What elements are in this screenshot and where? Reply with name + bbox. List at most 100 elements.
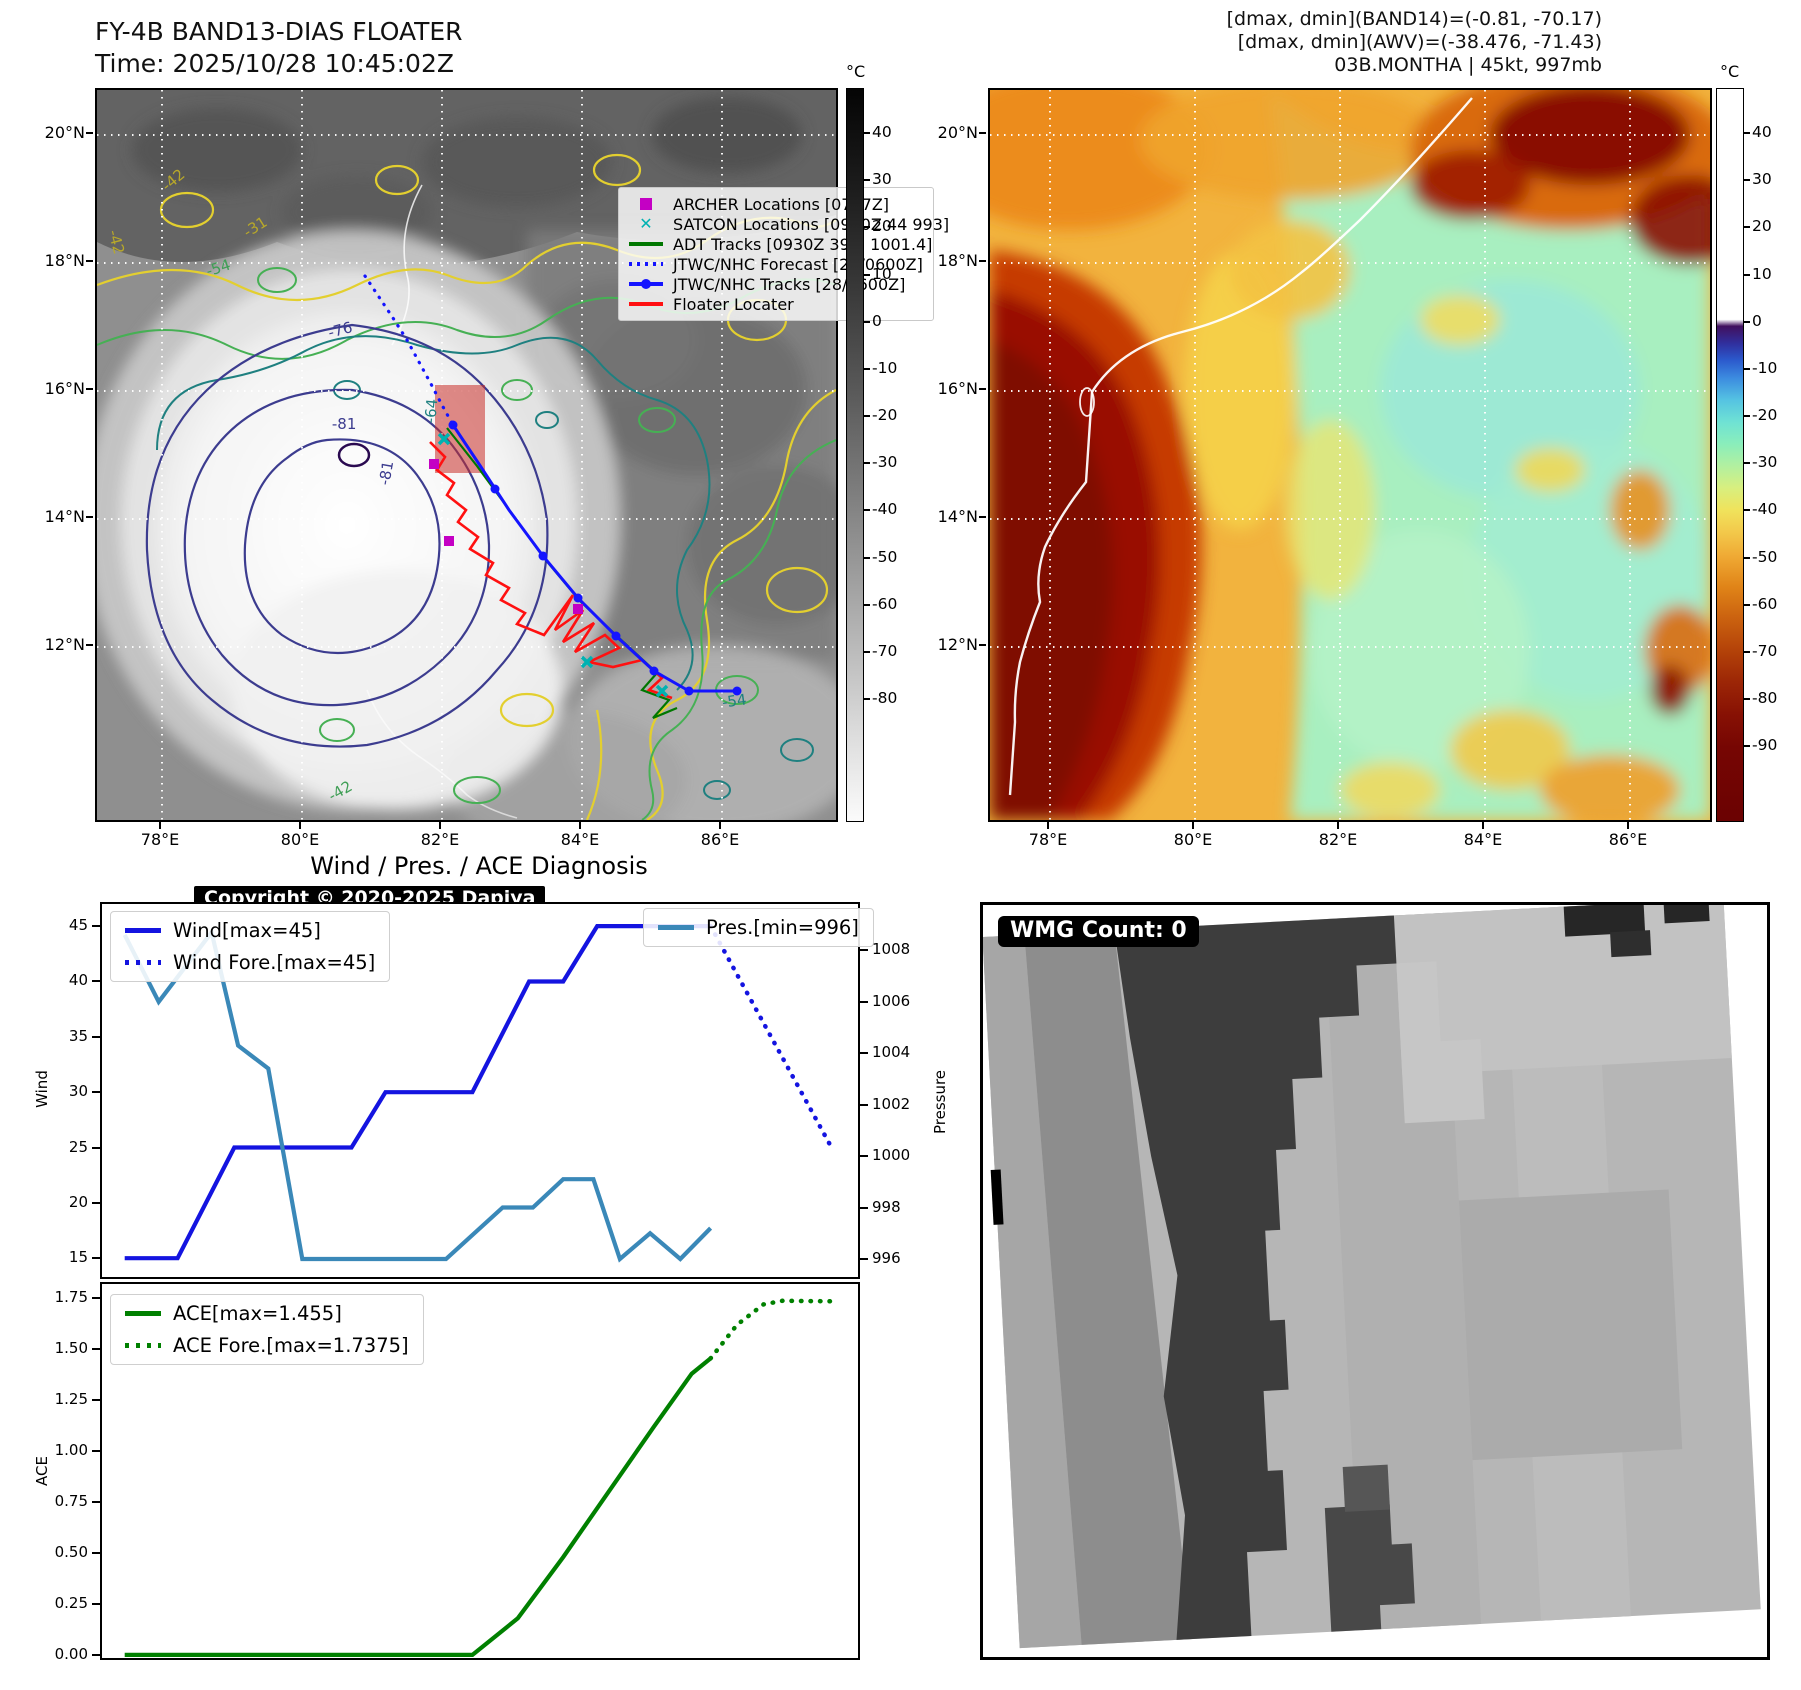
chart-y-tick: 40: [68, 971, 88, 990]
map-y-tickmark: [86, 516, 93, 518]
map-x-tickmark: [439, 822, 441, 829]
colorbar-tickmark: [1744, 650, 1750, 653]
awv-colorbar-unit: °C: [1720, 62, 1740, 81]
map-x-tickmark: [1337, 822, 1339, 829]
colorbar-tick: -10: [1752, 358, 1778, 377]
chart-y-tickmark-right: [860, 1257, 868, 1260]
map-y-tickmark: [979, 644, 986, 646]
chart-y-tick: 35: [68, 1026, 88, 1045]
pressure-legend: Pres.[min=996]: [643, 908, 874, 947]
map-y-tick: 18°N: [44, 251, 85, 270]
colorbar-tickmark: [864, 462, 870, 465]
awv-title-line2: [dmax, dmin](AWV)=(-38.476, -71.43): [1237, 31, 1602, 53]
map-y-tickmark: [86, 260, 93, 262]
map-x-tickmark: [1627, 822, 1629, 829]
colorbar-tick: 40: [872, 123, 892, 141]
map-x-tick: 80°E: [280, 830, 320, 849]
ir-map-legend: ARCHER Locations [0757Z] ✕ SATCON Location…: [618, 187, 949, 321]
map-y-tickmark: [979, 516, 986, 518]
colorbar-tickmark: [1744, 320, 1750, 323]
chart-legend-label: ACE Fore.[max=1.7375]: [173, 1334, 409, 1357]
colorbar-tick: 10: [872, 264, 892, 283]
chart-y-tickmark: [92, 1348, 100, 1351]
chart-y-tick-right: 998: [872, 1197, 901, 1216]
map-legend-label: ADT Tracks [0930Z 39.0 1001.4]: [673, 234, 933, 254]
colorbar-tickmark: [864, 509, 870, 512]
colorbar-tick: -70: [872, 641, 898, 660]
colorbar-tick: -10: [872, 358, 898, 377]
chart-y-tick-right: 996: [872, 1248, 901, 1267]
colorbar-tickmark: [1744, 415, 1750, 418]
cross-legend-marker-icon: ✕: [639, 214, 653, 233]
colorbar-tickmark: [864, 556, 870, 559]
map-legend-label: Floater Locater: [673, 294, 794, 314]
colorbar-tick: -20: [1752, 406, 1778, 425]
series-ace-fore-max-: [708, 1298, 834, 1361]
chart-y-tick: 1.00: [54, 1441, 88, 1460]
map-y-tickmark: [86, 388, 93, 390]
solid-line-legend-icon: [658, 925, 694, 930]
colorbar-tickmark: [864, 603, 870, 606]
chart-y-tickmark: [92, 1257, 100, 1260]
series-ace-max-: [124, 1356, 712, 1657]
map-x-tickmark: [1482, 822, 1484, 829]
chart-y-tick: 0.75: [54, 1492, 88, 1511]
map-x-tick: 84°E: [1463, 830, 1503, 849]
diagnosis-title: Wind / Pres. / ACE Diagnosis: [310, 852, 648, 880]
chart-y-tick: 0.00: [54, 1644, 88, 1663]
chart-legend-label: Wind[max=45]: [173, 919, 321, 942]
map-y-tick: 20°N: [937, 123, 978, 142]
colorbar-tickmark: [1744, 603, 1750, 606]
chart-y-tick: 25: [68, 1137, 88, 1156]
chart-legend-item: Wind[max=45]: [125, 919, 375, 942]
colorbar-tick: -80: [1752, 689, 1778, 708]
chart-y-tick: 1.25: [54, 1390, 88, 1409]
map-y-tick: 12°N: [44, 635, 85, 654]
chart-y-tickmark: [92, 1450, 100, 1453]
map-x-tickmark: [1192, 822, 1194, 829]
map-y-tickmark: [979, 388, 986, 390]
map-legend-item: ARCHER Locations [0757Z]: [629, 194, 923, 214]
dotted-legend-marker-icon: [629, 256, 663, 272]
colorbar-tickmark: [864, 179, 870, 182]
chart-y-tick: 20: [68, 1192, 88, 1211]
chart-y-tickmark: [92, 1297, 100, 1300]
colorbar-tickmark: [864, 650, 870, 653]
chart-y-tickmark: [92, 1602, 100, 1605]
chart-y-tickmark-right: [860, 1103, 868, 1106]
map-x-tick: 84°E: [560, 830, 600, 849]
solid-line-legend-icon: [125, 1311, 161, 1316]
colorbar-tickmark: [1744, 273, 1750, 276]
map-x-tick: 86°E: [700, 830, 740, 849]
chart-legend-label: Wind Fore.[max=45]: [173, 951, 376, 974]
series-wind-max-: [124, 924, 711, 1261]
map-x-tickmark: [299, 822, 301, 829]
colorbar-tickmark: [1744, 462, 1750, 465]
colorbar-tick: -60: [1752, 594, 1778, 613]
chart-y-tick-right: 1006: [872, 991, 911, 1010]
contour-label: -81: [331, 415, 357, 434]
colorbar-tickmark: [1744, 698, 1750, 701]
ir-colorbar-unit: °C: [846, 62, 866, 81]
colorbar-tick: -30: [1752, 453, 1778, 472]
map-y-tick: 18°N: [937, 251, 978, 270]
colorbar-tick: 40: [1752, 123, 1772, 141]
chart-legend-item: ACE[max=1.455]: [125, 1302, 409, 1325]
ir-title-line2: Time: 2025/10/28 10:45:02Z: [95, 49, 454, 78]
ace-plot: [124, 1298, 834, 1657]
chart-y-tick-right: 1002: [872, 1094, 911, 1113]
line-dot-legend-marker-icon: [629, 276, 663, 292]
colorbar-tickmark: [864, 132, 870, 134]
map-x-tickmark: [1047, 822, 1049, 829]
colorbar-tick: -40: [872, 500, 898, 519]
map-y-tickmark: [979, 132, 986, 134]
wmg-panel: [980, 902, 1770, 1660]
map-legend-label: JTWC/NHC Tracks [28/0600Z]: [673, 274, 906, 294]
map-legend-label: SATCON Locations [0930Z 44 993]: [673, 214, 950, 234]
solid-line-legend-icon: [125, 928, 161, 933]
jtwc-track-points: [448, 420, 742, 696]
map-x-tick: 86°E: [1608, 830, 1648, 849]
ir-map: ARCHER Locations [0757Z] ✕ SATCON Location…: [95, 88, 949, 912]
colorbar-tickmark: [864, 226, 870, 229]
map-x-tick: 78°E: [1028, 830, 1068, 849]
